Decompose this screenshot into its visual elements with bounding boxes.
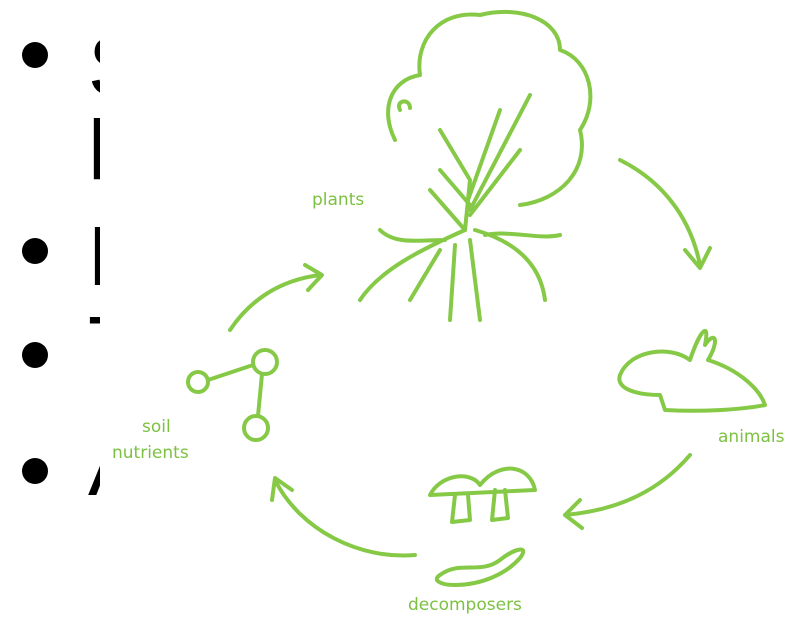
bullet-dot [22,42,48,68]
diagram-label: animals [718,427,785,447]
diagram-label: decomposers [408,595,522,615]
bullet-dot [22,238,48,264]
diagram-label: plants [312,190,364,210]
diagram-label: nutrients [112,443,189,463]
diagram-label: soil [142,417,171,437]
bullet-dot [22,342,48,368]
slide: {"bullets": [{"lines": ["S", "h"]}, {"li… [0,0,803,618]
bullet-dot [22,458,48,484]
nutrient-cycle-diagram: plants animals decomposers soil nutrient… [100,0,803,618]
